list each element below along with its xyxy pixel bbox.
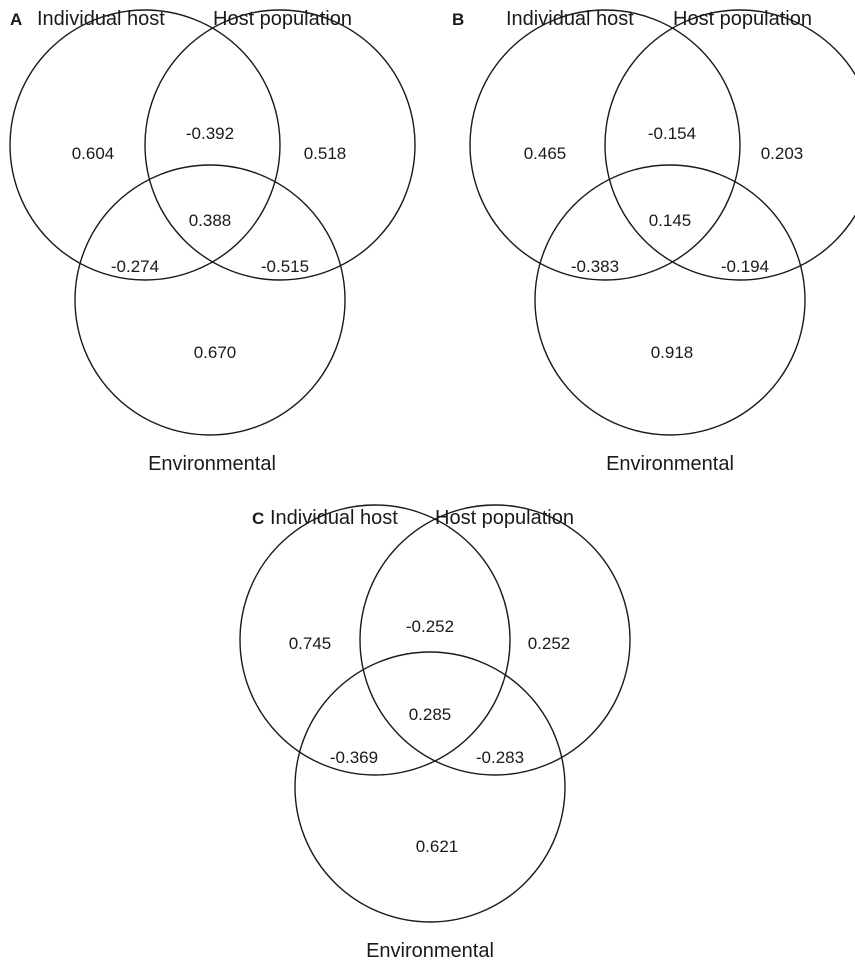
population-environmental-value: -0.194 (721, 257, 769, 276)
all-three-value: 0.388 (189, 211, 232, 230)
host-population-label: Host population (435, 507, 574, 529)
individual-population-value: -0.252 (406, 617, 454, 636)
individual-population-value: -0.392 (186, 124, 234, 143)
host-population-circle (604, 9, 855, 281)
host-population-label: Host population (213, 8, 352, 30)
panel-c: C Individual host Host population Enviro… (239, 504, 631, 962)
panel-b: B Individual host Host population Enviro… (452, 8, 855, 475)
environmental-circle (534, 164, 806, 436)
population-only-value: 0.252 (528, 634, 571, 653)
host-population-circle (144, 9, 416, 281)
environmental-circle (294, 651, 566, 923)
population-only-value: 0.203 (761, 144, 804, 163)
individual-environmental-value: -0.274 (111, 257, 159, 276)
individual-host-label: Individual host (37, 8, 165, 30)
individual-host-circle (9, 9, 281, 281)
environmental-only-value: 0.621 (416, 837, 459, 856)
panel-a: A Individual host Host population Enviro… (9, 8, 416, 475)
environmental-label: Environmental (606, 453, 734, 475)
population-environmental-value: -0.283 (476, 748, 524, 767)
environmental-only-value: 0.670 (194, 343, 237, 362)
environmental-only-value: 0.918 (651, 343, 694, 362)
population-environmental-value: -0.515 (261, 257, 309, 276)
panel-letter: C (252, 509, 264, 528)
individual-host-circle (469, 9, 741, 281)
individual-only-value: 0.745 (289, 634, 332, 653)
environmental-label: Environmental (148, 453, 276, 475)
individual-population-value: -0.154 (648, 124, 696, 143)
host-population-label: Host population (673, 8, 812, 30)
individual-host-label: Individual host (506, 8, 634, 30)
population-only-value: 0.518 (304, 144, 347, 163)
all-three-value: 0.145 (649, 211, 692, 230)
individual-environmental-value: -0.369 (330, 748, 378, 767)
panel-letter: B (452, 10, 464, 29)
individual-host-label: Individual host (270, 507, 398, 529)
individual-environmental-value: -0.383 (571, 257, 619, 276)
individual-only-value: 0.465 (524, 144, 567, 163)
all-three-value: 0.285 (409, 705, 452, 724)
host-population-circle (359, 504, 631, 776)
environmental-label: Environmental (366, 940, 494, 962)
individual-host-circle (239, 504, 511, 776)
individual-only-value: 0.604 (72, 144, 115, 163)
panel-letter: A (10, 10, 22, 29)
environmental-circle (74, 164, 346, 436)
